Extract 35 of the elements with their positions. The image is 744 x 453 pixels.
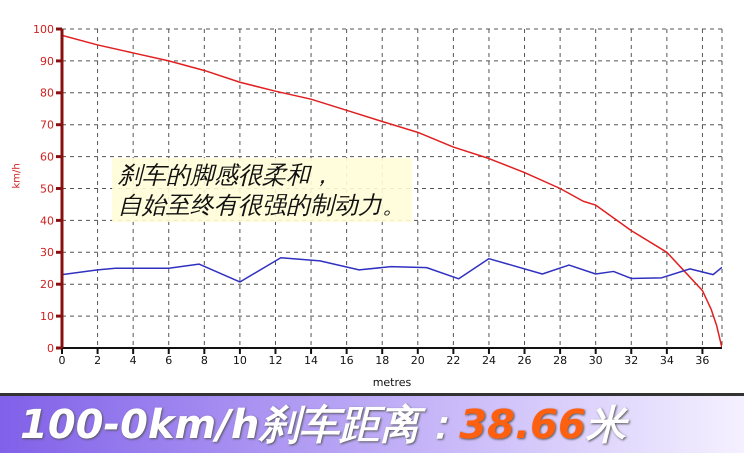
y-tick-label: 50: [40, 182, 54, 196]
y-tick-label: 40: [40, 214, 54, 228]
x-tick-label: 28: [553, 354, 568, 367]
x-tick-label: 0: [58, 354, 66, 367]
y-tick-label: 90: [40, 54, 54, 68]
x-tick-label: 22: [446, 354, 460, 367]
x-tick-label: 20: [410, 354, 425, 367]
y-axis-title: km/h: [12, 163, 23, 188]
y-tick-label: 20: [40, 278, 54, 292]
x-tick-label: 32: [624, 354, 638, 367]
y-tick-label: 70: [40, 118, 54, 132]
line-series: [62, 256, 722, 283]
x-tick-label: 14: [304, 354, 318, 367]
y-tick-label: 10: [40, 310, 54, 324]
x-tick-label: 26: [518, 354, 532, 367]
x-tick-label: 18: [375, 354, 390, 367]
x-tick-label: 30: [588, 354, 603, 367]
x-tick-label: 6: [165, 354, 172, 367]
x-tick-label: 34: [660, 354, 674, 367]
x-tick-label: 10: [232, 354, 247, 367]
x-tick-label: 4: [130, 354, 137, 367]
x-tick-label: 24: [482, 354, 496, 367]
y-tick-label: 30: [40, 246, 54, 260]
x-tick-label: 8: [200, 354, 208, 367]
annotation: 刹车的脚感很柔和，: [118, 160, 335, 190]
y-tick-label: 60: [40, 150, 54, 164]
x-tick-label: 36: [695, 354, 710, 367]
y-tick-label: 80: [40, 86, 54, 100]
x-axis-title: metres: [372, 376, 412, 389]
y-tick-label: 0: [47, 342, 54, 355]
y-tick-label: 100: [33, 22, 54, 36]
x-tick-label: 16: [340, 354, 354, 367]
annotation: 自始至终有很强的制动力。: [118, 190, 406, 220]
x-tick-label: 2: [94, 354, 102, 367]
x-tick-label: 12: [268, 354, 282, 367]
